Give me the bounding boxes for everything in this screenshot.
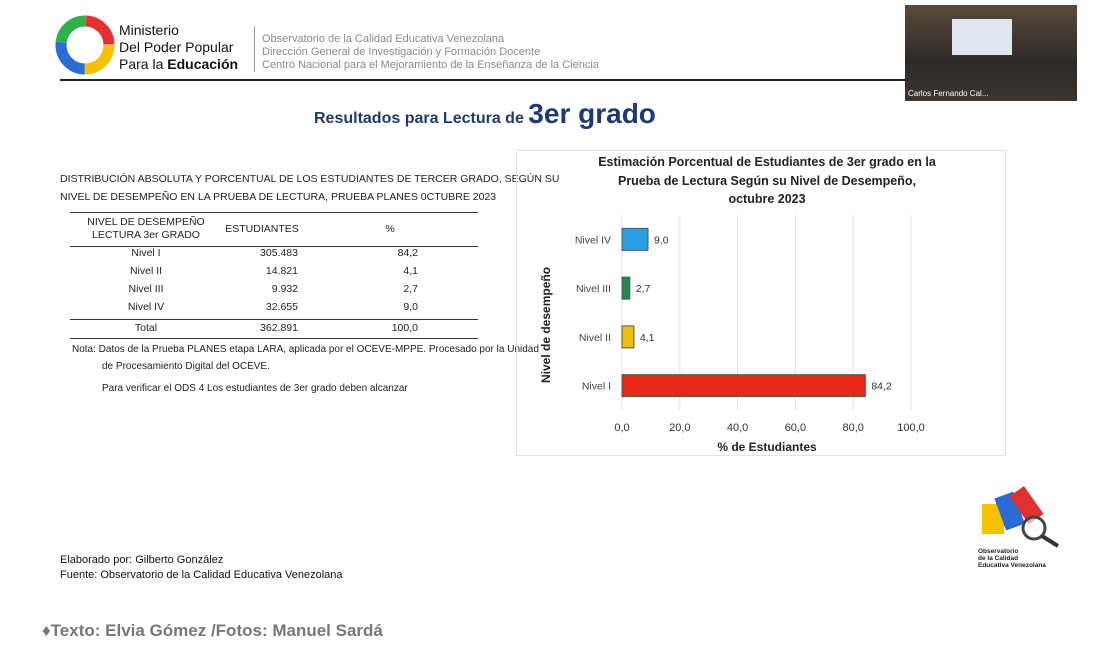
table-cell: 362.891: [260, 322, 298, 334]
ministry-prefix: Para la: [119, 56, 164, 72]
divider: [254, 26, 255, 72]
projected-screen: [952, 19, 1012, 55]
video-thumbnail: Carlos Fernando Cal...: [905, 5, 1077, 101]
logo-shape: [982, 504, 1004, 534]
y-tick-label: Nivel III: [576, 283, 611, 295]
table-cell: 4,1: [403, 265, 418, 277]
bar: [621, 276, 631, 300]
caption-line: DISTRIBUCIÓN ABSOLUTA Y PORCENTUAL DE LO…: [60, 173, 560, 185]
logo-line: Observatorio: [978, 548, 1019, 555]
table-caption: DISTRIBUCIÓN ABSOLUTA Y PORCENTUAL DE LO…: [60, 170, 559, 206]
logo-line: de la Calidad: [978, 555, 1019, 562]
slide-title: Resultados para Lectura de 3er grado: [314, 98, 656, 130]
logo-ring: [55, 15, 115, 75]
credit-line: Fuente: Observatorio de la Calidad Educa…: [60, 569, 343, 581]
table-cell: 9,0: [403, 301, 418, 313]
x-tick-label: 60,0: [785, 422, 806, 434]
note-line: de Procesamiento Digital del OCEVE.: [102, 361, 270, 372]
logo-ring: [55, 15, 115, 75]
chart: Estimación Porcentual de Estudiantes de …: [539, 155, 937, 454]
note-line: Nota: Datos de la Prueba PLANES etapa LA…: [72, 344, 539, 355]
table-cell: Nivel IV: [127, 301, 165, 313]
y-tick-label: Nivel IV: [575, 234, 611, 246]
bar: [621, 374, 866, 398]
table-cell: 84,2: [397, 247, 418, 259]
logo-shape: [1009, 486, 1044, 525]
org-line: Dirección General de Investigación y For…: [262, 46, 541, 58]
x-tick-label: 20,0: [669, 422, 690, 434]
table-rule: [70, 319, 478, 320]
ministry-line: Ministerio: [119, 22, 179, 38]
value-label: 9,0: [654, 234, 669, 246]
table-cell: 305.483: [260, 247, 298, 259]
y-axis-title: Nivel de desempeño: [539, 267, 553, 383]
logo-line: Educativa Venezolana: [978, 562, 1046, 569]
caption-line: NIVEL DE DESEMPEÑO EN LA PRUEBA DE LECTU…: [60, 191, 497, 203]
credit-line: Elaborado por: Gilberto González: [60, 554, 224, 566]
bar: [621, 325, 635, 349]
table-cell: 14.821: [265, 265, 298, 277]
org-lines: Observatorio de la Calidad Educativa Ven…: [262, 33, 599, 72]
table-cell: 2,7: [403, 283, 418, 295]
ministry-name: Ministerio Del Poder Popular Para la Edu…: [119, 22, 238, 73]
table-cell: 32.655: [265, 301, 298, 313]
logo-handle: [1040, 534, 1060, 548]
table-header-cell: ESTUDIANTES: [225, 223, 299, 235]
table-cell: Total: [134, 322, 158, 334]
chart-frame: [516, 150, 1006, 456]
title-big: 3er grado: [528, 98, 656, 129]
x-tick-label: 0,0: [614, 422, 629, 434]
header-line: LECTURA 3er GRADO: [92, 229, 200, 241]
org-line: Observatorio de la Calidad Educativa Ven…: [262, 33, 505, 45]
y-tick-label: Nivel I: [582, 381, 611, 393]
table-rule: [70, 338, 478, 339]
ministry-logo: [55, 15, 115, 75]
observatory-logo: [982, 486, 1060, 548]
table-cell: Nivel II: [129, 265, 163, 277]
table-cell: Nivel I: [131, 247, 161, 259]
bar: [621, 227, 649, 251]
chart-title: Estimación Porcentual de Estudiantes de …: [598, 155, 937, 169]
x-tick-label: 40,0: [727, 422, 748, 434]
ministry-line: Del Poder Popular: [119, 39, 234, 55]
y-tick-label: Nivel II: [579, 332, 611, 344]
chart-title: Prueba de Lectura Según su Nivel de Dese…: [618, 174, 916, 188]
table-rule: [70, 212, 478, 213]
logo-ring: [55, 15, 115, 75]
header-rule: [60, 79, 908, 81]
title-prefix: Resultados para Lectura de: [314, 110, 524, 127]
credits: Elaborado por: Gilberto González Fuente:…: [60, 553, 343, 583]
logo-shape: [994, 491, 1025, 531]
table-cell: 100,0: [391, 322, 418, 334]
header-line: NIVEL DE DESEMPEÑO: [87, 216, 205, 228]
table-cell: Nivel III: [128, 283, 164, 295]
table-note: Nota: Datos de la Prueba PLANES etapa LA…: [72, 341, 539, 375]
ministry-line: Para la Educación: [119, 56, 238, 73]
x-tick-label: 100,0: [897, 422, 925, 434]
ministry-bold: Educación: [167, 56, 239, 72]
footer-credit: ♦Texto: Elvia Gómez /Fotos: Manuel Sardá: [42, 621, 383, 640]
verify-text: Para verificar el ODS 4 Los estudiantes …: [102, 383, 408, 394]
x-tick-label: 80,0: [842, 422, 863, 434]
org-line: Centro Nacional para el Mejoramiento de …: [262, 59, 599, 71]
value-label: 2,7: [636, 283, 651, 295]
table-header-cell: NIVEL DE DESEMPEÑO LECTURA 3er GRADO: [70, 216, 222, 242]
table-cell: 9.932: [271, 283, 298, 295]
value-label: 4,1: [640, 332, 655, 344]
x-axis-title: % de Estudiantes: [717, 440, 817, 454]
chart-title: octubre 2023: [728, 192, 805, 206]
logo-text: Observatorio de la Calidad Educativa Ven…: [978, 548, 1046, 569]
value-label: 84,2: [871, 381, 892, 393]
table-rule: [70, 246, 478, 247]
participant-name: Carlos Fernando Cal...: [908, 89, 989, 98]
table-header-cell: %: [385, 223, 395, 235]
logo-lens: [1021, 515, 1047, 541]
